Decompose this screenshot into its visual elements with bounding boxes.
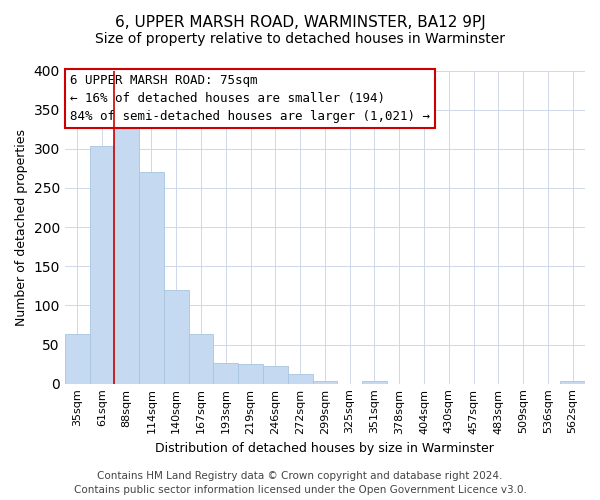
Bar (238, 364, 263, 384)
Bar (288, 374, 313, 384)
Text: Contains HM Land Registry data © Crown copyright and database right 2024.
Contai: Contains HM Land Registry data © Crown c… (74, 471, 526, 495)
Text: Size of property relative to detached houses in Warminster: Size of property relative to detached ho… (95, 32, 505, 46)
Bar (164, 290, 188, 384)
Bar (560, 382, 585, 384)
Bar (89, 146, 115, 384)
Bar (214, 364, 238, 384)
Bar (362, 382, 387, 384)
Y-axis label: Number of detached properties: Number of detached properties (15, 128, 28, 326)
Text: 6, UPPER MARSH ROAD, WARMINSTER, BA12 9PJ: 6, UPPER MARSH ROAD, WARMINSTER, BA12 9P… (115, 15, 485, 30)
Bar (115, 126, 139, 384)
Bar (263, 366, 288, 384)
Bar (188, 334, 214, 384)
Text: 6 UPPER MARSH ROAD: 75sqm
← 16% of detached houses are smaller (194)
84% of semi: 6 UPPER MARSH ROAD: 75sqm ← 16% of detac… (70, 74, 430, 122)
Bar (65, 334, 89, 384)
Bar (139, 172, 164, 384)
Bar (313, 380, 337, 384)
X-axis label: Distribution of detached houses by size in Warminster: Distribution of detached houses by size … (155, 442, 494, 455)
